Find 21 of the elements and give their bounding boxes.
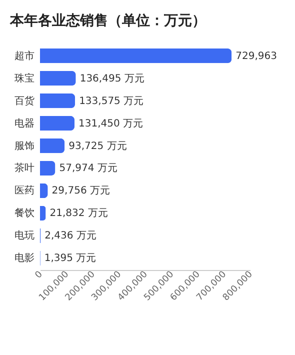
- y-tick-label: 电玩: [14, 230, 34, 242]
- y-tick-label: 服饰: [14, 140, 34, 152]
- data-label: 2,436 万元: [44, 230, 96, 242]
- data-label: 57,974 万元: [59, 163, 118, 174]
- y-tick-label: 超市: [14, 50, 34, 62]
- y-tick-label: 餐饮: [14, 207, 34, 220]
- y-tick-label: 医药: [14, 184, 34, 197]
- data-label: 29,756 万元: [52, 186, 110, 197]
- data-label: 93,725 万元: [68, 140, 127, 152]
- data-label: 136,495 万元: [80, 73, 144, 84]
- data-label: 131,450 万元: [78, 118, 144, 130]
- chart-title: 本年各业态销售（单位：万元）: [9, 13, 206, 29]
- data-label: 133,575 万元: [79, 96, 144, 107]
- y-tick-label: 茶叶: [14, 162, 34, 174]
- y-tick-label: 珠宝: [14, 72, 34, 84]
- y-tick-label: 电影: [14, 252, 34, 264]
- y-tick-label: 电器: [14, 117, 34, 130]
- y-tick-label: 百货: [14, 94, 34, 107]
- data-label: 729,963: [236, 50, 277, 62]
- data-label: 1,395 万元: [44, 253, 96, 264]
- data-label: 21,832 万元: [50, 208, 108, 220]
